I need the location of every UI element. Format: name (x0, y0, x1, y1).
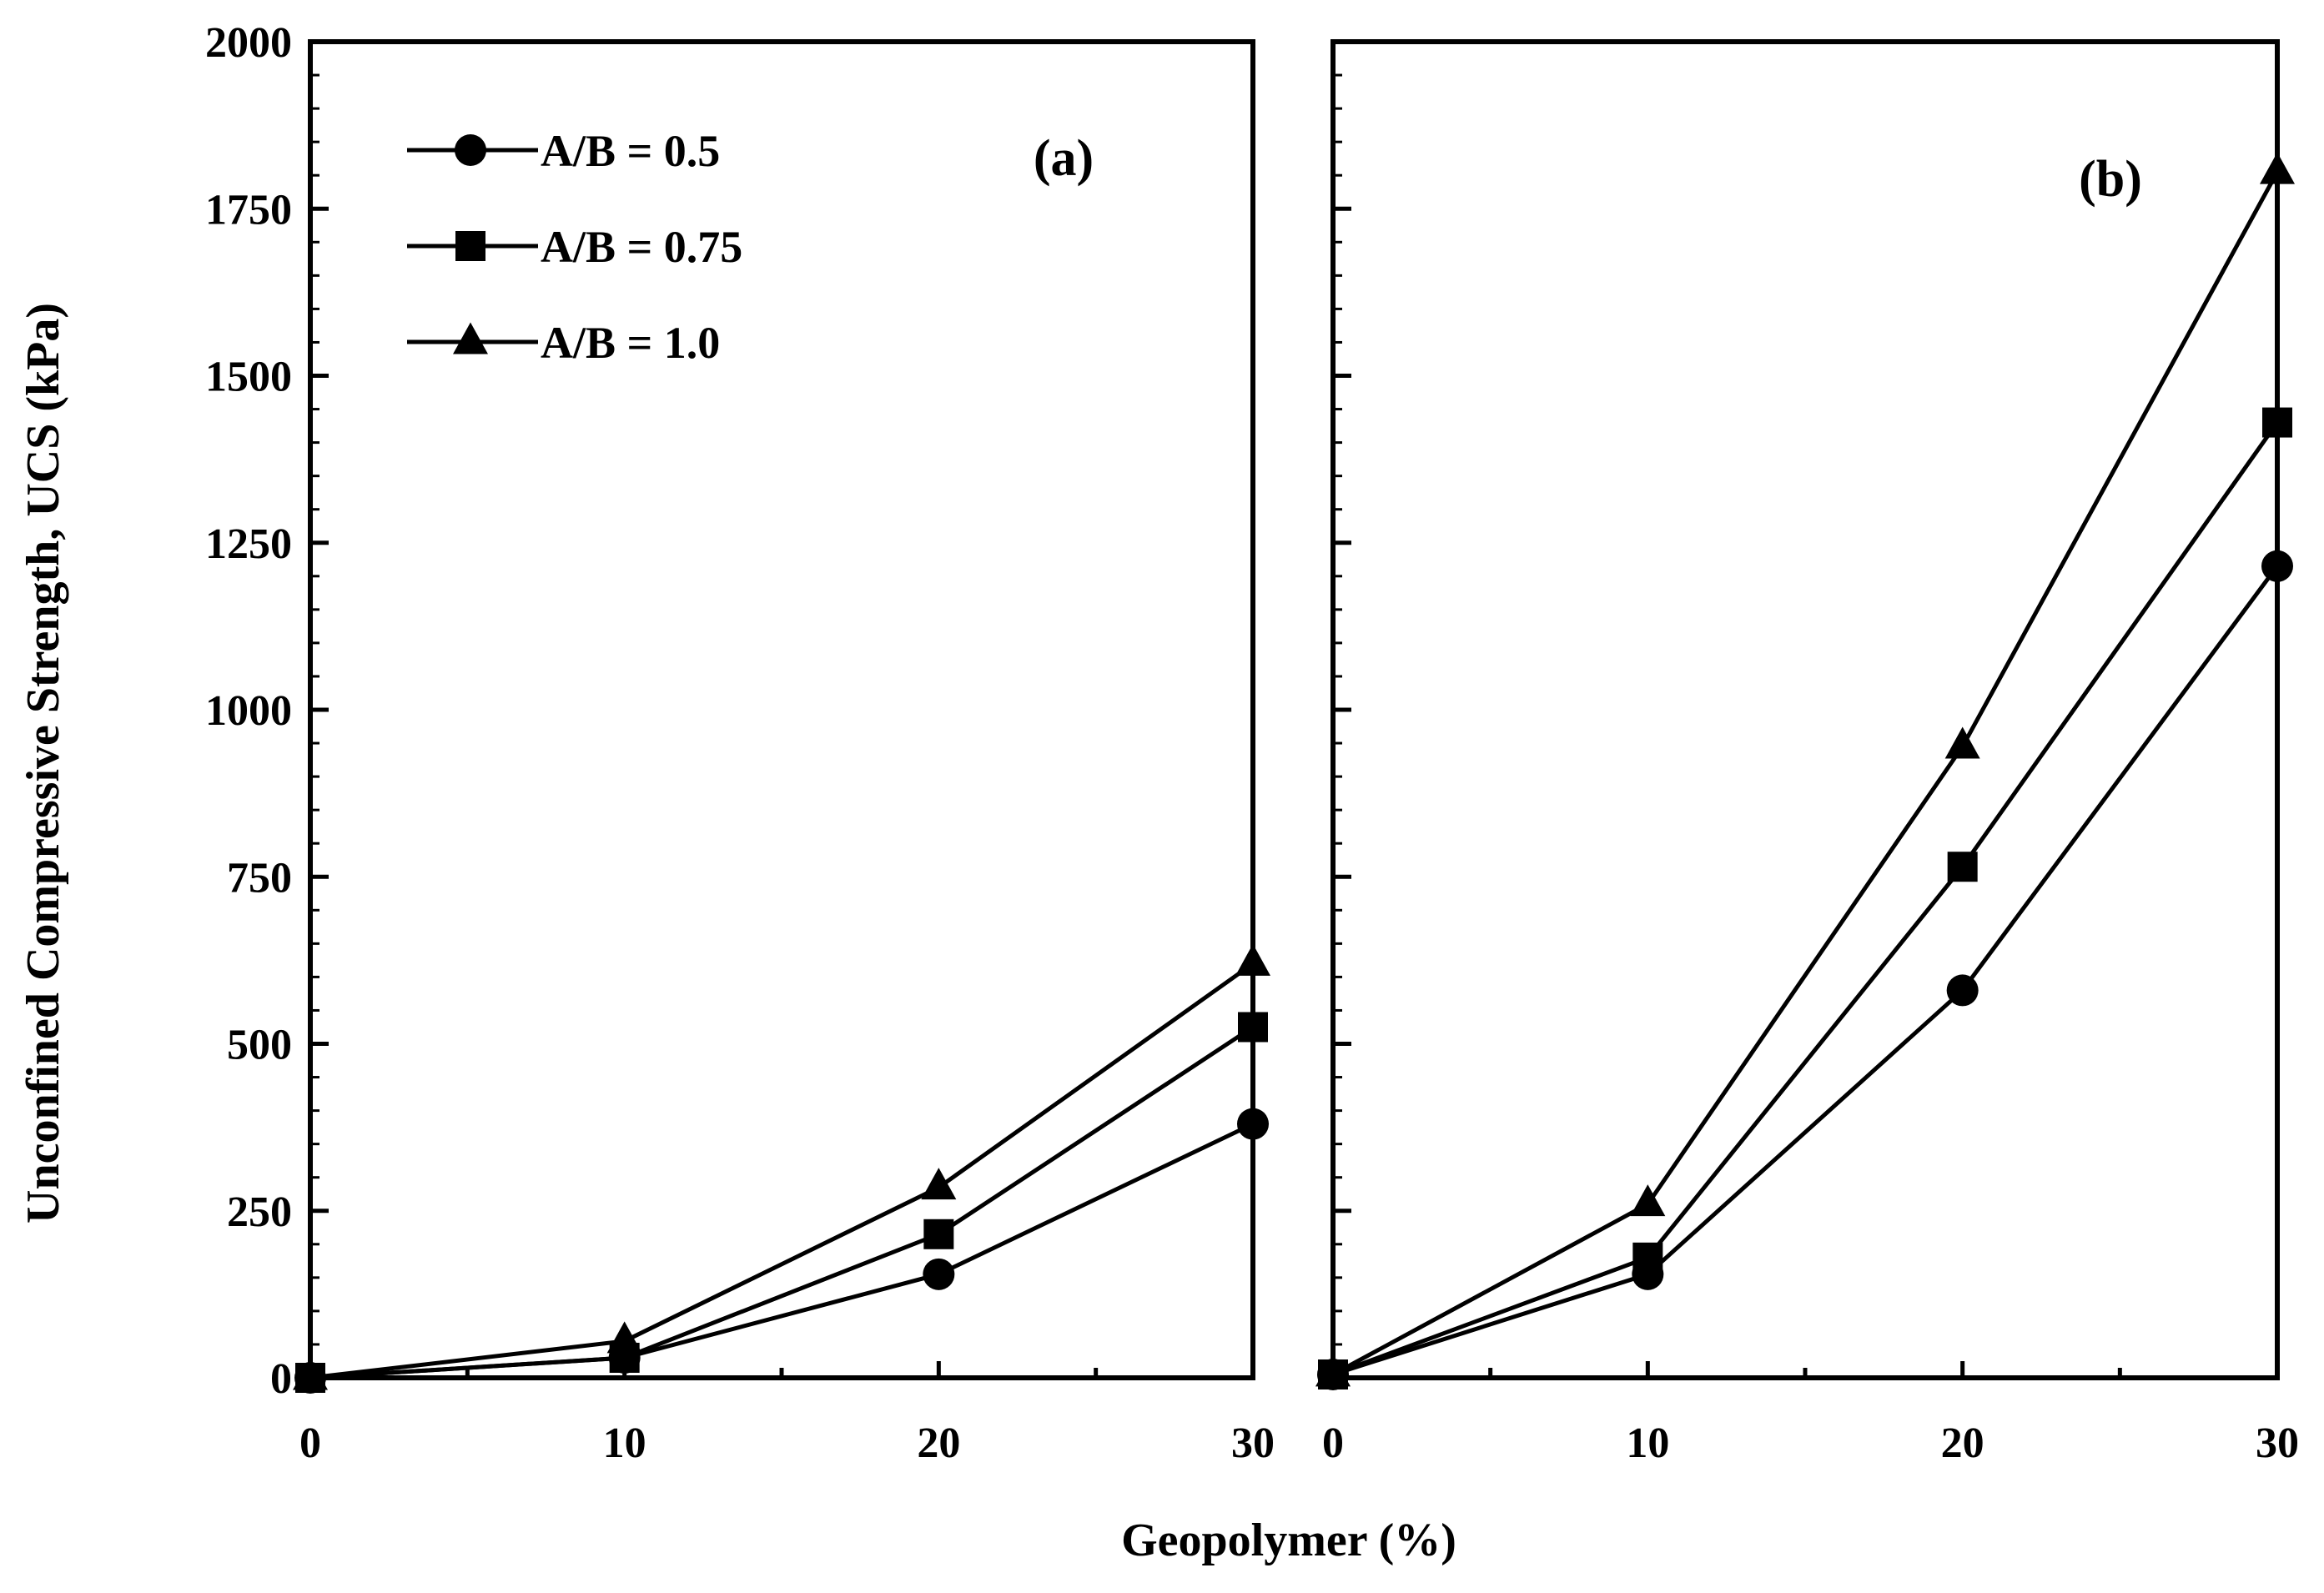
data-point-circle (1946, 974, 1979, 1007)
data-point-circle (2261, 550, 2293, 582)
y-tick-label: 750 (227, 854, 292, 902)
legend-marker-circle (455, 134, 486, 166)
data-point-circle (923, 1258, 955, 1290)
data-point-square (923, 1219, 954, 1249)
data-point-triangle (606, 1321, 642, 1354)
data-point-triangle (1235, 943, 1270, 976)
panel-label: (b) (2079, 151, 2142, 208)
data-point-triangle (921, 1168, 957, 1200)
series-line-triangle (309, 962, 1255, 1380)
series-line-square (1332, 421, 2280, 1377)
x-tick-label: 10 (603, 1420, 646, 1467)
data-point-square (1238, 1012, 1268, 1043)
legend-item: A/B = 0.5 (407, 126, 720, 176)
legend: A/B = 0.5 A/B = 0.75 A/B = 1.0 (407, 126, 742, 368)
plot-frame (1331, 39, 2280, 1380)
legend-label: A/B = 0.75 (541, 222, 742, 272)
x-tick-label: 0 (299, 1420, 321, 1467)
y-tick-label: 1000 (205, 687, 292, 735)
x-tick-label: 0 (1322, 1420, 1344, 1467)
x-tick-label: 20 (1941, 1420, 1984, 1467)
legend-item: A/B = 0.75 (407, 222, 742, 272)
data-point-triangle (293, 1358, 328, 1390)
y-axis-title: Unconfined Compressive Strength, UCS (kP… (18, 303, 69, 1224)
data-point-circle (1237, 1108, 1269, 1140)
series-line-square (309, 1025, 1255, 1380)
legend-marker-square (455, 231, 485, 261)
data-point-triangle (1630, 1184, 1666, 1217)
y-tick-label: 0 (270, 1355, 292, 1403)
series-line-triangle (1331, 170, 2280, 1377)
plot-frame (308, 39, 1255, 1380)
x-tick-label: 10 (1626, 1420, 1669, 1467)
series-line-circle (1332, 565, 2280, 1377)
panel-label: (a) (1034, 130, 1094, 187)
data-point-square (1947, 852, 1978, 882)
x-axis-title: Geopolymer (%) (1121, 1515, 1456, 1566)
y-tick-label: 500 (227, 1022, 292, 1069)
series-line-circle (309, 1122, 1255, 1380)
y-tick-label: 1500 (205, 354, 292, 401)
y-tick-label: 250 (227, 1188, 292, 1236)
legend-label: A/B = 1.0 (541, 318, 720, 368)
data-point-square (1632, 1242, 1663, 1273)
legend-item: A/B = 1.0 (407, 318, 720, 368)
x-tick-label: 30 (2256, 1420, 2299, 1467)
y-tick-label: 1250 (205, 520, 292, 568)
x-tick-label: 20 (917, 1420, 960, 1467)
data-point-triangle (2260, 152, 2295, 184)
data-point-triangle (1315, 1354, 1351, 1387)
y-tick-label: 2000 (205, 19, 292, 67)
panel-a: 0 250 500 750 1000 1250 1500 1750 2000 0 10 20 30 (a)… (205, 19, 1275, 1467)
data-point-square (2262, 407, 2292, 438)
panel-b: 0 10 20 30 (b) (1315, 39, 2299, 1467)
x-tick-label: 30 (1231, 1420, 1275, 1467)
y-tick-label: 1750 (205, 186, 292, 234)
legend-label: A/B = 0.5 (541, 126, 720, 176)
legend-marker-triangle (453, 322, 488, 354)
data-point-triangle (1944, 726, 1980, 759)
